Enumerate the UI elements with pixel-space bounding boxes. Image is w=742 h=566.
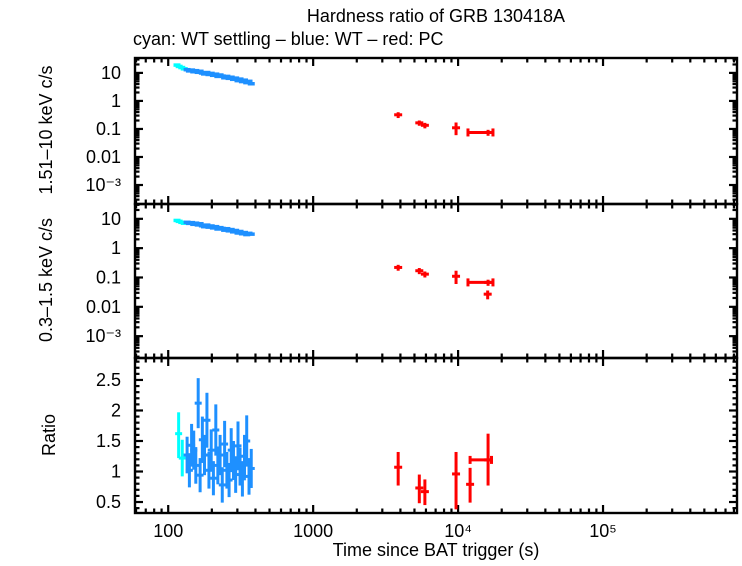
svg-text:1.5: 1.5 xyxy=(96,431,121,451)
svg-text:0.1: 0.1 xyxy=(96,119,121,139)
svg-text:10⁴: 10⁴ xyxy=(444,521,472,541)
svg-text:1: 1 xyxy=(111,238,121,258)
svg-text:10: 10 xyxy=(101,63,121,83)
chart-legend-subtitle: cyan: WT settling – blue: WT – red: PC xyxy=(133,29,444,49)
svg-text:1000: 1000 xyxy=(293,521,333,541)
svg-text:10⁻³: 10⁻³ xyxy=(85,326,121,346)
svg-text:2.5: 2.5 xyxy=(96,370,121,390)
svg-text:10⁻³: 10⁻³ xyxy=(85,175,121,195)
svg-text:100: 100 xyxy=(153,521,183,541)
svg-text:2: 2 xyxy=(111,400,121,420)
svg-text:0.5: 0.5 xyxy=(96,492,121,512)
chart-title: Hardness ratio of GRB 130418A xyxy=(306,6,566,26)
x-axis-label: Time since BAT trigger (s) xyxy=(332,540,540,560)
svg-text:1: 1 xyxy=(111,462,121,482)
svg-text:0.01: 0.01 xyxy=(86,147,121,167)
svg-text:0.01: 0.01 xyxy=(86,297,121,317)
svg-text:10⁵: 10⁵ xyxy=(589,521,616,541)
svg-text:1: 1 xyxy=(111,91,121,111)
svg-text:0.1: 0.1 xyxy=(96,267,121,287)
svg-text:10: 10 xyxy=(101,209,121,229)
